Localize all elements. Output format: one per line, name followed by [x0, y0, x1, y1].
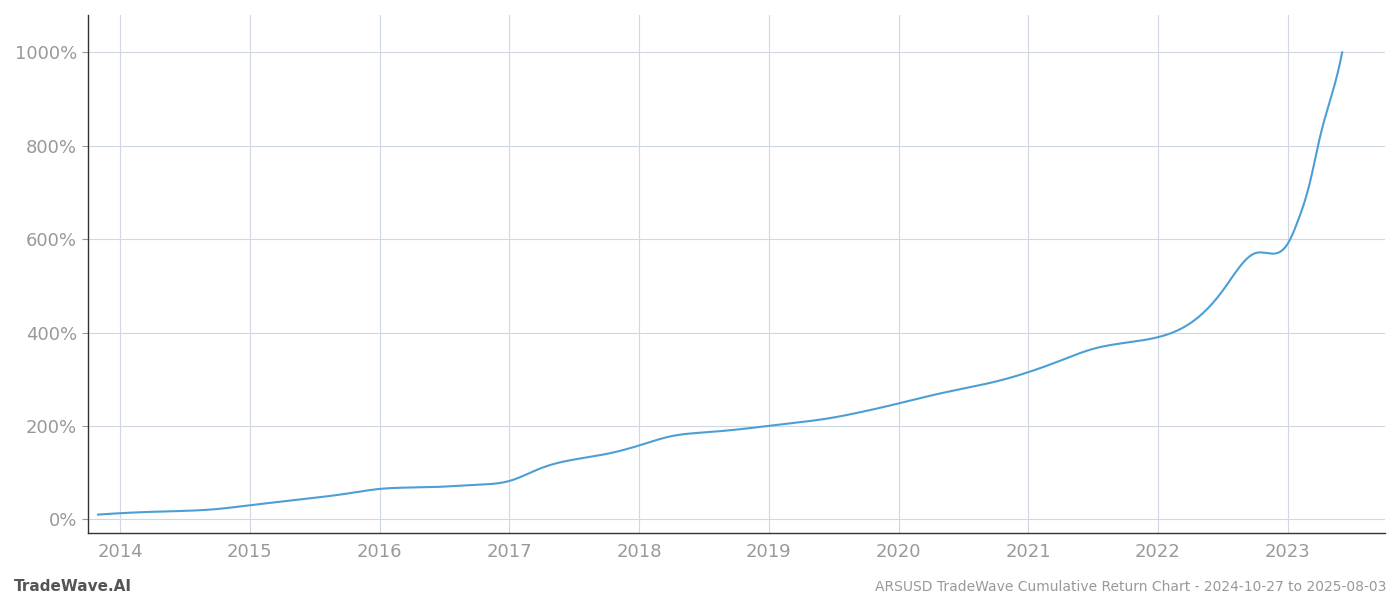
Text: ARSUSD TradeWave Cumulative Return Chart - 2024-10-27 to 2025-08-03: ARSUSD TradeWave Cumulative Return Chart…: [875, 580, 1386, 594]
Text: TradeWave.AI: TradeWave.AI: [14, 579, 132, 594]
